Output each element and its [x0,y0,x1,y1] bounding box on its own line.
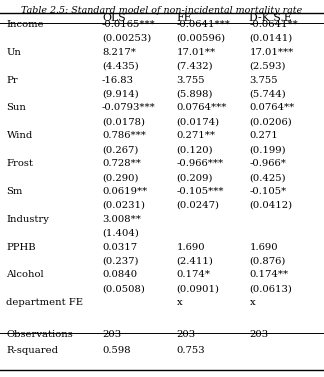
Text: 1.690: 1.690 [249,243,278,251]
Text: 0.786***: 0.786*** [102,131,146,140]
Text: -0.0793***: -0.0793*** [102,104,156,112]
Text: Wind: Wind [6,131,33,140]
Text: 17.01**: 17.01** [177,48,216,57]
Text: -0.966*: -0.966* [249,159,286,168]
Text: -0.0641***: -0.0641*** [177,20,230,29]
Text: (0.120): (0.120) [177,145,213,154]
Text: (0.0231): (0.0231) [102,201,145,210]
Text: 203: 203 [102,330,121,339]
Text: (0.267): (0.267) [102,145,138,154]
Text: Alcohol: Alcohol [6,270,44,279]
Text: D-K S.E: D-K S.E [249,13,292,23]
Text: 203: 203 [249,330,269,339]
Text: (0.209): (0.209) [177,173,213,182]
Text: FE: FE [177,13,192,23]
Text: -0.0641**: -0.0641** [249,20,298,29]
Text: 0.0764**: 0.0764** [249,104,295,112]
Text: -0.105***: -0.105*** [177,187,224,196]
Text: (0.425): (0.425) [249,173,286,182]
Text: 3.008**: 3.008** [102,215,141,224]
Text: 0.728**: 0.728** [102,159,141,168]
Text: (0.0141): (0.0141) [249,34,293,43]
Text: (0.237): (0.237) [102,257,139,265]
Text: 0.271: 0.271 [249,131,278,140]
Text: Table 2.5: Standard model of non-incidental mortality rate: Table 2.5: Standard model of non-inciden… [21,6,303,15]
Text: -16.83: -16.83 [102,76,134,85]
Text: OLS: OLS [102,13,126,23]
Text: (0.00253): (0.00253) [102,34,151,43]
Text: Sm: Sm [6,187,23,196]
Text: Industry: Industry [6,215,49,224]
Text: 0.753: 0.753 [177,346,205,355]
Text: 3.755: 3.755 [249,76,278,85]
Text: (0.0247): (0.0247) [177,201,220,210]
Text: 0.0840: 0.0840 [102,270,137,279]
Text: (7.432): (7.432) [177,62,213,71]
Text: (5.744): (5.744) [249,90,286,98]
Text: (0.00596): (0.00596) [177,34,226,43]
Text: (0.0178): (0.0178) [102,117,145,126]
Text: 0.0317: 0.0317 [102,243,137,251]
Text: 0.0764***: 0.0764*** [177,104,227,112]
Text: (1.404): (1.404) [102,229,139,238]
Text: R-squared: R-squared [6,346,58,355]
Text: 3.755: 3.755 [177,76,205,85]
Text: 8.217*: 8.217* [102,48,136,57]
Text: 0.174*: 0.174* [177,270,211,279]
Text: 17.01***: 17.01*** [249,48,294,57]
Text: (0.0901): (0.0901) [177,284,220,293]
Text: 1.690: 1.690 [177,243,205,251]
Text: -0.966***: -0.966*** [177,159,224,168]
Text: (0.0174): (0.0174) [177,117,220,126]
Text: x: x [177,298,182,307]
Text: (2.411): (2.411) [177,257,214,265]
Text: (0.290): (0.290) [102,173,139,182]
Text: (0.0508): (0.0508) [102,284,145,293]
Text: Observations: Observations [6,330,73,339]
Text: 0.271**: 0.271** [177,131,215,140]
Text: (0.199): (0.199) [249,145,286,154]
Text: 0.174**: 0.174** [249,270,289,279]
Text: 0.598: 0.598 [102,346,131,355]
Text: Pr: Pr [6,76,18,85]
Text: 203: 203 [177,330,196,339]
Text: (0.0613): (0.0613) [249,284,292,293]
Text: (0.0412): (0.0412) [249,201,293,210]
Text: 0.0619**: 0.0619** [102,187,147,196]
Text: (5.898): (5.898) [177,90,213,98]
Text: (2.593): (2.593) [249,62,286,71]
Text: Income: Income [6,20,44,29]
Text: x: x [249,298,255,307]
Text: Frost: Frost [6,159,33,168]
Text: PPHB: PPHB [6,243,36,251]
Text: (0.876): (0.876) [249,257,286,265]
Text: -0.105*: -0.105* [249,187,287,196]
Text: Un: Un [6,48,21,57]
Text: -0.0165***: -0.0165*** [102,20,156,29]
Text: (0.0206): (0.0206) [249,117,292,126]
Text: department FE: department FE [6,298,84,307]
Text: (4.435): (4.435) [102,62,139,71]
Text: (9.914): (9.914) [102,90,139,98]
Text: Sun: Sun [6,104,26,112]
